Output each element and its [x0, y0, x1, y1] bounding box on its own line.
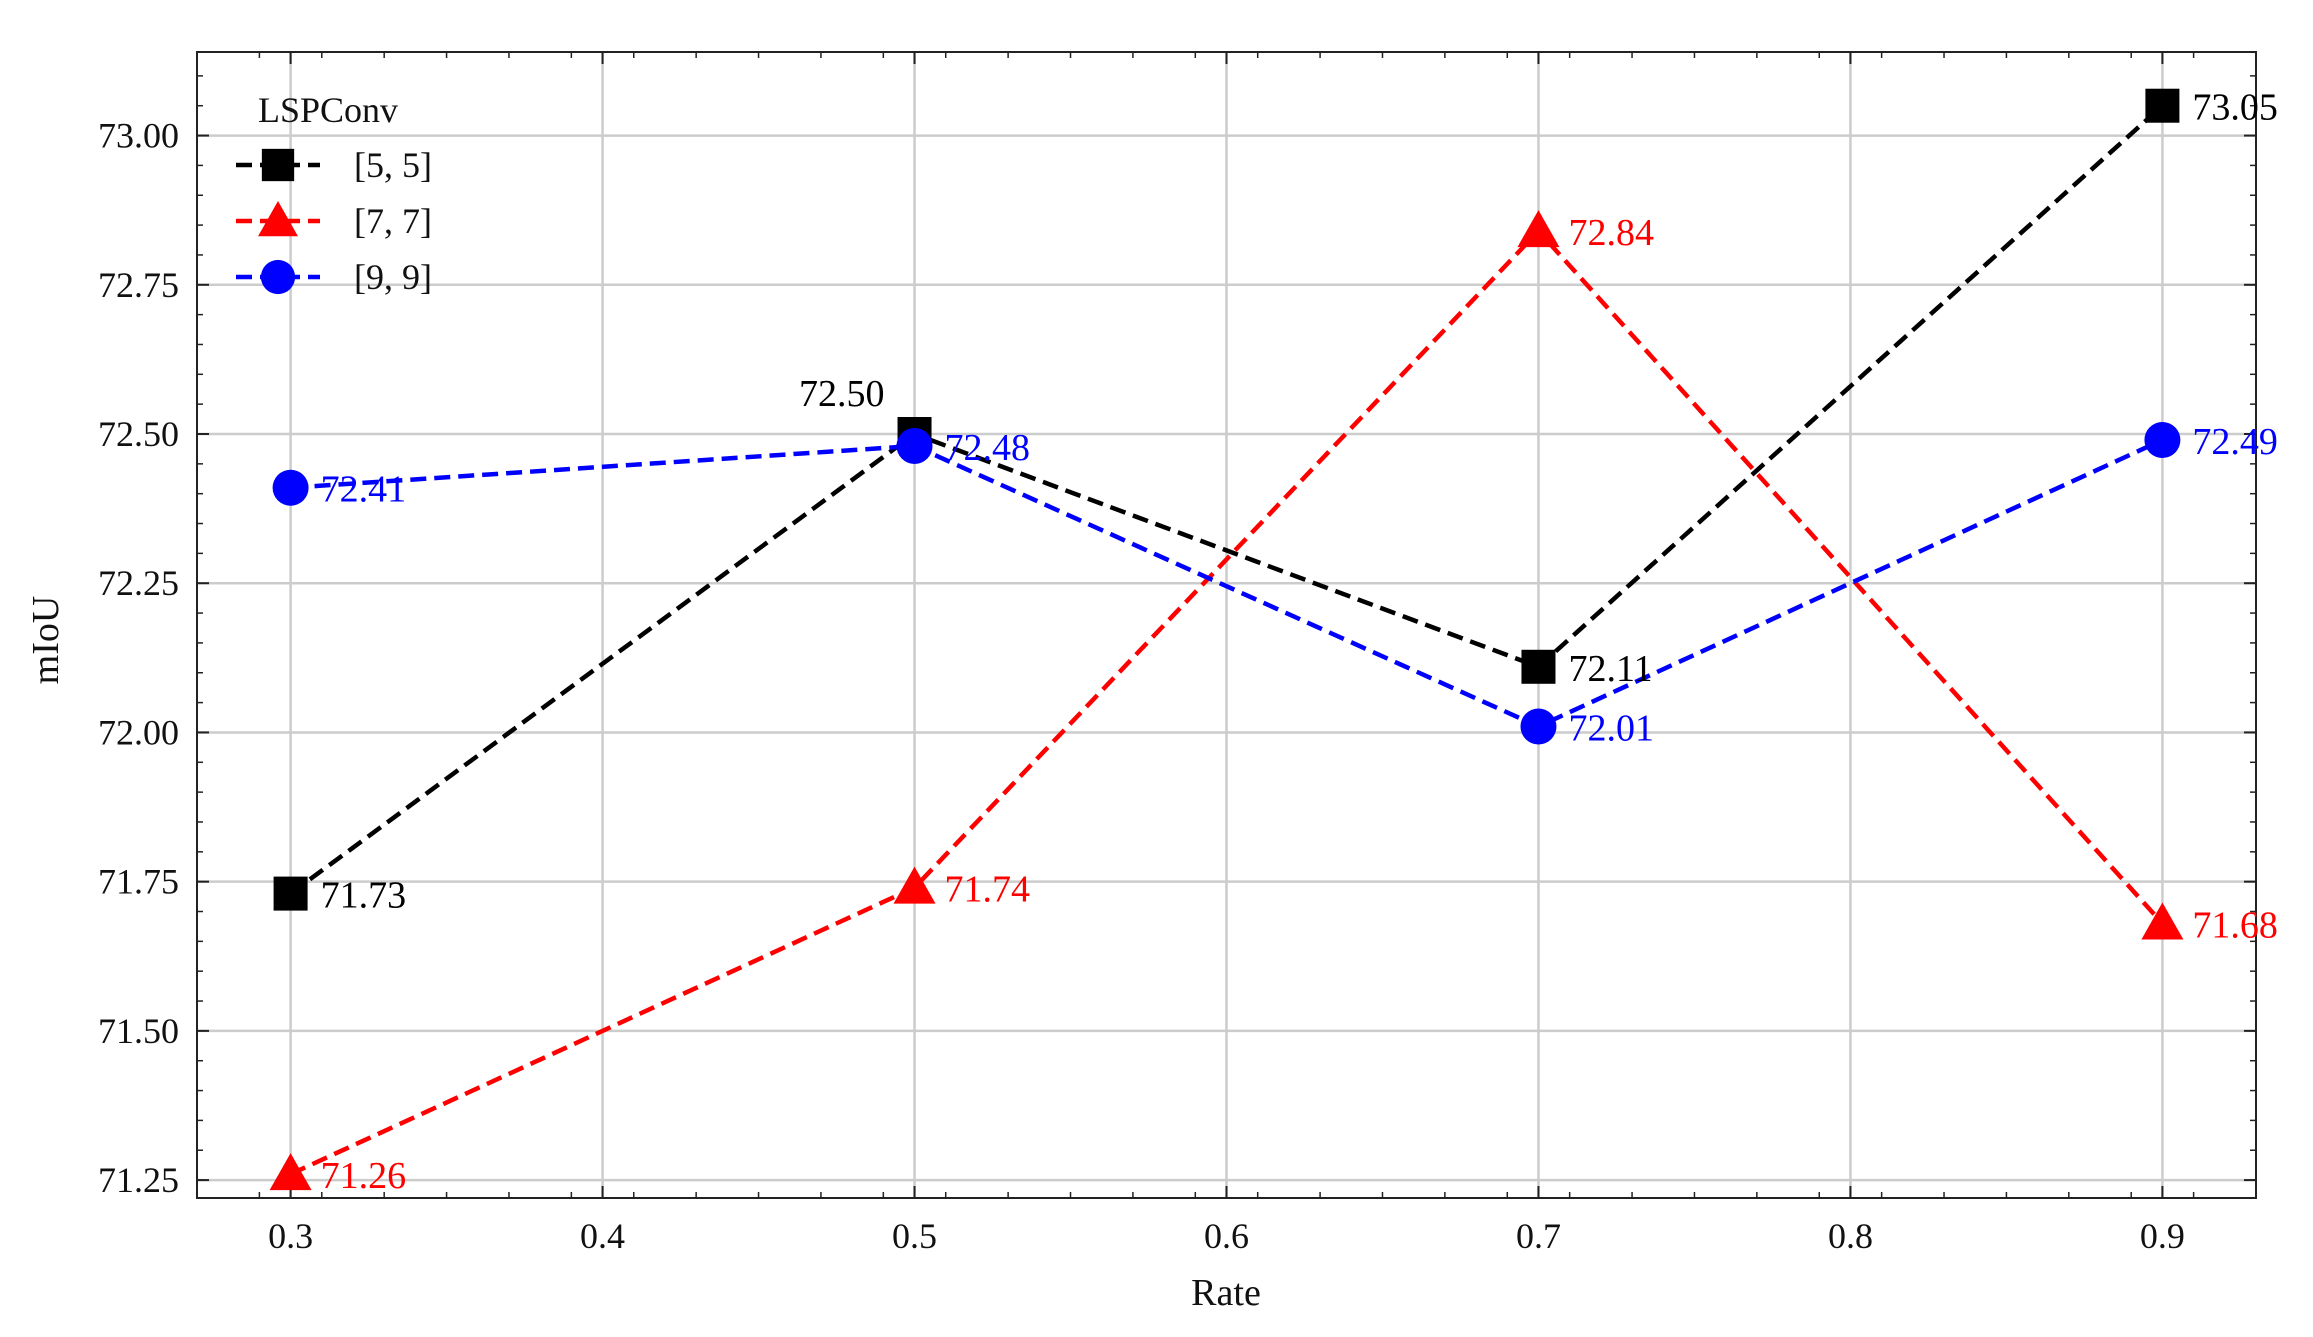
- data-label: 71.68: [2192, 904, 2278, 946]
- x-tick-label: 0.3: [268, 1216, 313, 1256]
- series: [269, 88, 2184, 1191]
- legend-marker: [260, 259, 296, 295]
- data-label: 72.41: [321, 469, 407, 511]
- x-axis-title: Rate: [1191, 1272, 1261, 1314]
- data-point: [2144, 421, 2181, 458]
- data-label: 73.05: [2192, 87, 2278, 129]
- data-point: [1517, 210, 1560, 248]
- y-tick-label: 72.75: [98, 265, 179, 305]
- x-tick-label: 0.5: [892, 1216, 937, 1256]
- data-label: 72.11: [1568, 648, 1652, 690]
- data-label: 72.49: [2192, 421, 2278, 463]
- data-point: [2145, 88, 2180, 123]
- series-line: [290, 437, 2164, 729]
- y-tick-label: 72.50: [98, 414, 179, 454]
- axis-labels: 0.3 0.4 0.5 0.6 0.7 0.8 0.9 71.25 71.50 71.75 72.0…: [98, 116, 2185, 1256]
- data-label: 72.84: [1568, 212, 1654, 254]
- y-tick-label: 71.50: [98, 1011, 179, 1051]
- data-point: [896, 427, 933, 464]
- legend-marker: [258, 201, 298, 237]
- legend-entry: [7, 7]: [236, 201, 432, 241]
- data-labels: 71.73 72.50 72.11 73.05 71.26 71.74 72.84 71.68…: [321, 87, 2278, 1197]
- data-point: [269, 1153, 312, 1191]
- data-point: [1521, 649, 1556, 684]
- legend-label: [9, 9]: [354, 257, 432, 297]
- data-point: [2141, 902, 2184, 940]
- data-label: 72.01: [1568, 707, 1654, 749]
- x-tick-label: 0.6: [1204, 1216, 1249, 1256]
- data-point: [272, 469, 309, 506]
- x-tick-label: 0.4: [580, 1216, 625, 1256]
- series-1: [269, 210, 2184, 1191]
- legend-label: [5, 5]: [354, 145, 432, 185]
- data-label: 72.48: [945, 427, 1031, 469]
- grid: [197, 52, 2256, 1198]
- data-point: [273, 876, 308, 911]
- data-label: 71.73: [321, 875, 407, 917]
- data-point: [893, 866, 936, 904]
- data-label: 71.74: [945, 869, 1031, 911]
- series-line: [289, 104, 2164, 896]
- y-tick-label: 72.25: [98, 563, 179, 603]
- y-tick-label: 71.75: [98, 862, 179, 902]
- legend: LSPConv [5, 5] [7, 7] [9, 9]: [236, 90, 432, 297]
- x-tick-label: 0.7: [1516, 1216, 1561, 1256]
- y-tick-label: 72.00: [98, 712, 179, 752]
- legend-marker: [261, 148, 295, 182]
- y-tick-label: 73.00: [98, 116, 179, 156]
- x-tick-label: 0.8: [1828, 1216, 1873, 1256]
- y-axis-title: mIoU: [25, 596, 67, 685]
- series-2: [272, 421, 2181, 745]
- legend-entry: [9, 9]: [236, 257, 432, 297]
- series-line: [289, 227, 2165, 1177]
- plot-frame: [196, 51, 2257, 1199]
- data-point: [1520, 708, 1557, 745]
- legend-entry: [5, 5]: [236, 145, 432, 185]
- legend-label: [7, 7]: [354, 201, 432, 241]
- data-label: 72.50: [799, 373, 885, 415]
- x-tick-label: 0.9: [2140, 1216, 2185, 1256]
- legend-title: LSPConv: [258, 90, 398, 130]
- y-tick-label: 71.25: [98, 1160, 179, 1200]
- data-label: 71.26: [321, 1155, 407, 1197]
